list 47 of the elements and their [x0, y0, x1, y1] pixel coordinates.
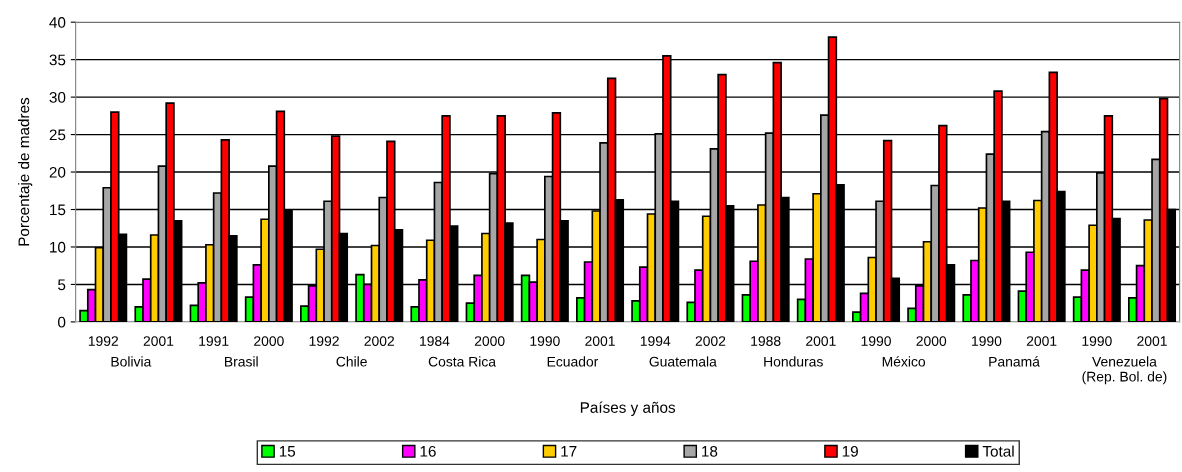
- x-tick-label: 2002: [364, 336, 394, 346]
- y-tick-label: 35: [49, 54, 66, 66]
- text: Guatemala: [649, 356, 717, 367]
- x-tick-label: 1991: [199, 336, 229, 346]
- text: Brasil: [225, 356, 258, 367]
- x-tick-label: 1992: [309, 336, 339, 346]
- x-tick-label: 2001: [806, 336, 836, 346]
- x-tick-label: 2001: [1137, 336, 1167, 346]
- x-tick-label: 1992: [88, 336, 118, 346]
- y-tick-label: 20: [49, 166, 66, 178]
- text: Costa Rica: [428, 356, 497, 367]
- x-tick-label: 1990: [861, 336, 891, 346]
- y-tick-label: 40: [49, 17, 66, 28]
- text: México: [882, 356, 926, 367]
- legend-label: Total: [982, 445, 1014, 457]
- text: Ecuador: [547, 356, 599, 367]
- text: Chile: [336, 356, 367, 367]
- text: Bolivia: [111, 356, 152, 367]
- y-tick-label: 5: [58, 279, 66, 291]
- x-tick-label: 2002: [695, 336, 726, 346]
- legend-label: 15: [279, 446, 296, 457]
- legend-label: 18: [702, 445, 718, 457]
- y-tick-label: 30: [49, 91, 66, 103]
- x-tick-label: 1994: [640, 336, 671, 346]
- y-tick-label: 15: [50, 204, 66, 216]
- x-tick-label: 2001: [585, 336, 615, 346]
- text: Venezuela (Rep. Bol. de): [1082, 356, 1167, 385]
- legend-label: 16: [420, 445, 436, 457]
- x-tick-label: 1990: [1082, 336, 1112, 346]
- x-tick-label: 2001: [143, 336, 174, 346]
- x-tick-label: 2001: [1026, 336, 1057, 346]
- x-tick-label: 1990: [972, 336, 1002, 346]
- legend-label: 19: [842, 445, 858, 457]
- y-tick-label: 25: [49, 129, 66, 141]
- x-tick-label: 2000: [474, 336, 505, 346]
- legend-label: 17: [561, 446, 577, 457]
- y-tick-label: 10: [50, 241, 66, 253]
- y-axis-title: Porcentaje de madres: [18, 97, 33, 246]
- x-tick-label: 2000: [916, 336, 947, 346]
- x-axis-title: Países y años: [580, 401, 676, 416]
- text: Honduras: [764, 356, 823, 367]
- x-tick-label: 1988: [751, 336, 781, 346]
- y-tick-label: 0: [58, 316, 66, 328]
- x-tick-label: 1984: [420, 336, 450, 346]
- text: Panamá: [989, 356, 1040, 367]
- x-tick-label: 1990: [530, 336, 560, 346]
- x-tick-label: 2000: [254, 336, 284, 346]
